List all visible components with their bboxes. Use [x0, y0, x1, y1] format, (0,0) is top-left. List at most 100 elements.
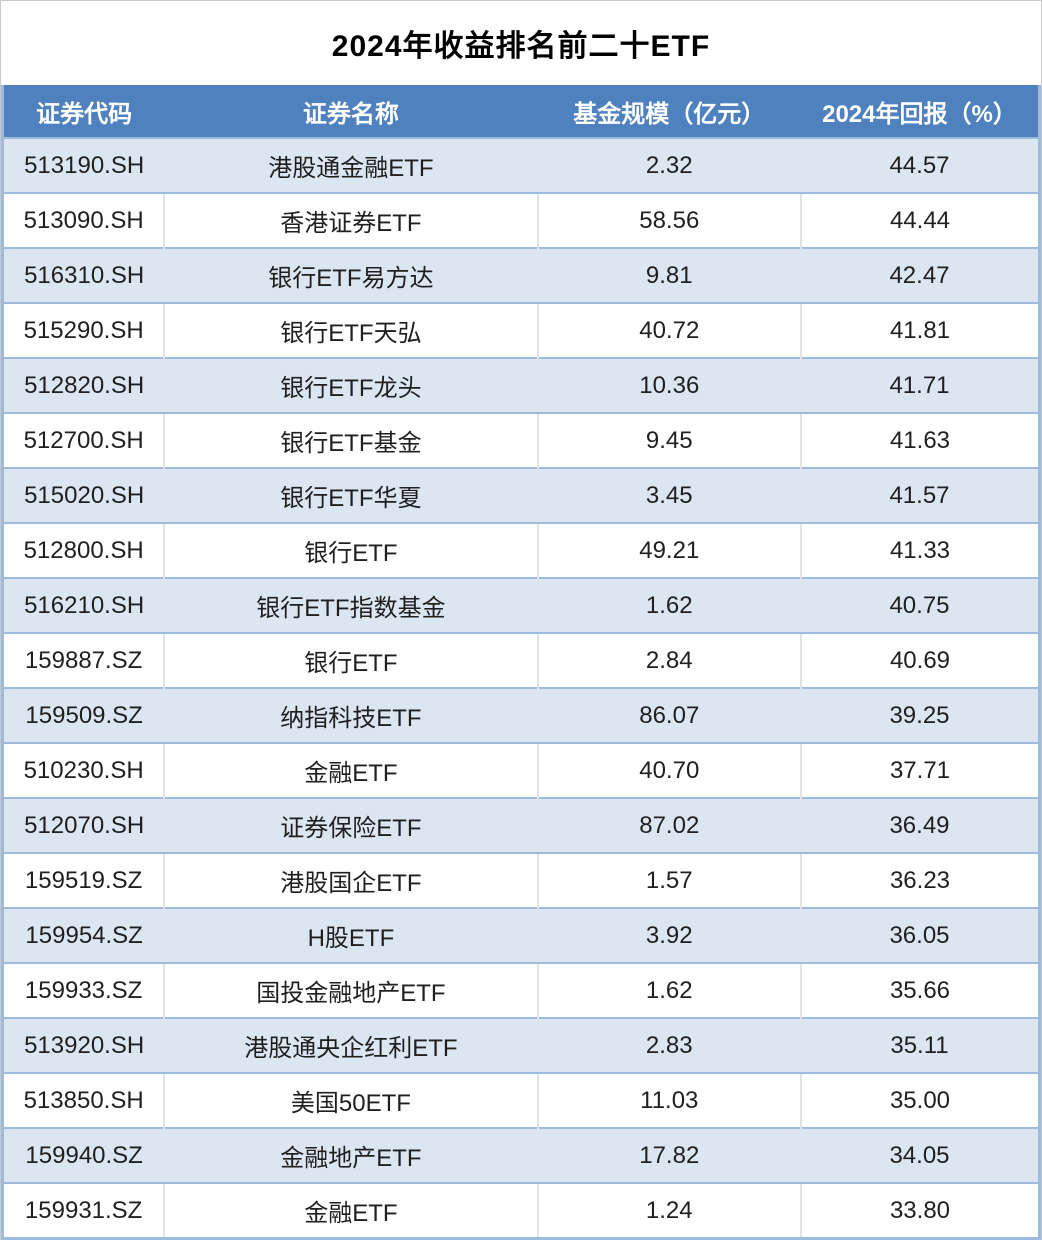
cell-scale: 87.02	[537, 797, 801, 853]
cell-code: 510230.SH	[2, 742, 165, 798]
cell-return: 36.49	[800, 797, 1040, 853]
table-row: 515020.SH 银行ETF华夏 3.45 41.57	[2, 467, 1040, 523]
table-header: 证券代码 证券名称 基金规模（亿元） 2024年回报（%）	[2, 85, 1040, 138]
cell-return: 33.80	[799, 1182, 1040, 1239]
cell-return: 41.71	[800, 357, 1040, 413]
cell-name: 美国50ETF	[163, 1072, 538, 1128]
cell-return: 35.66	[799, 962, 1040, 1018]
cell-name: 银行ETF	[163, 632, 538, 688]
table-row: 513920.SH 港股通央企红利ETF 2.83 35.11	[2, 1017, 1040, 1073]
cell-code: 159519.SZ	[2, 852, 165, 908]
cell-name: 银行ETF指数基金	[164, 577, 538, 633]
cell-code: 513850.SH	[2, 1072, 165, 1128]
table-row: 515290.SH 银行ETF天弘 40.72 41.81	[2, 302, 1040, 358]
cell-scale: 17.82	[537, 1127, 801, 1183]
table-row: 516210.SH 银行ETF指数基金 1.62 40.75	[2, 577, 1040, 633]
cell-return: 35.00	[799, 1072, 1040, 1128]
cell-return: 40.69	[799, 632, 1040, 688]
cell-name: 金融ETF	[163, 1182, 538, 1239]
header-row: 证券代码 证券名称 基金规模（亿元） 2024年回报（%）	[2, 85, 1040, 138]
cell-code: 512700.SH	[2, 412, 165, 468]
cell-scale: 3.45	[537, 467, 801, 523]
column-header-code: 证券代码	[2, 85, 165, 138]
table-row: 513190.SH 港股通金融ETF 2.32 44.57	[2, 137, 1040, 193]
cell-return: 40.75	[800, 577, 1040, 633]
cell-code: 159931.SZ	[2, 1182, 165, 1239]
column-header-name: 证券名称	[164, 85, 538, 138]
cell-name: 银行ETF基金	[163, 412, 538, 468]
table-row: 513090.SH 香港证券ETF 58.56 44.44	[2, 192, 1040, 248]
cell-scale: 11.03	[536, 1072, 801, 1128]
etf-ranking-table: 证券代码 证券名称 基金规模（亿元） 2024年回报（%） 513190.SH 港…	[1, 85, 1041, 1240]
table-row: 159931.SZ 金融ETF 1.24 33.80	[2, 1182, 1040, 1239]
column-header-return: 2024年回报（%）	[800, 85, 1040, 138]
cell-name: 港股通金融ETF	[164, 137, 538, 193]
cell-name: 银行ETF	[163, 522, 538, 578]
cell-name: 港股通央企红利ETF	[164, 1017, 538, 1073]
cell-scale: 40.70	[536, 742, 801, 798]
cell-code: 515020.SH	[2, 467, 165, 523]
cell-code: 513090.SH	[2, 192, 165, 248]
cell-return: 41.33	[799, 522, 1040, 578]
table-row: 512700.SH 银行ETF基金 9.45 41.63	[2, 412, 1040, 468]
cell-scale: 10.36	[537, 357, 801, 413]
column-header-scale: 基金规模（亿元）	[537, 85, 801, 138]
cell-return: 41.81	[799, 302, 1040, 358]
cell-code: 513190.SH	[2, 137, 165, 193]
cell-return: 41.63	[799, 412, 1040, 468]
cell-name: 银行ETF华夏	[164, 467, 538, 523]
cell-return: 36.23	[799, 852, 1040, 908]
cell-code: 515290.SH	[2, 302, 165, 358]
cell-name: 金融地产ETF	[164, 1127, 538, 1183]
cell-scale: 3.92	[537, 907, 801, 963]
cell-name: 金融ETF	[163, 742, 538, 798]
table-row: 513850.SH 美国50ETF 11.03 35.00	[2, 1072, 1040, 1128]
cell-name: 纳指科技ETF	[164, 687, 538, 743]
cell-name: 银行ETF龙头	[164, 357, 538, 413]
cell-code: 516210.SH	[2, 577, 165, 633]
cell-name: 香港证券ETF	[163, 192, 538, 248]
cell-code: 159954.SZ	[2, 907, 165, 963]
cell-return: 36.05	[800, 907, 1040, 963]
table-row: 159519.SZ 港股国企ETF 1.57 36.23	[2, 852, 1040, 908]
cell-return: 42.47	[800, 247, 1040, 303]
cell-scale: 9.45	[536, 412, 801, 468]
table-row: 512800.SH 银行ETF 49.21 41.33	[2, 522, 1040, 578]
table-row: 510230.SH 金融ETF 40.70 37.71	[2, 742, 1040, 798]
cell-scale: 86.07	[537, 687, 801, 743]
cell-name: 银行ETF易方达	[164, 247, 538, 303]
title-bar: 2024年收益排名前二十ETF	[1, 1, 1041, 85]
table-row: 159954.SZ H股ETF 3.92 36.05	[2, 907, 1040, 963]
cell-scale: 2.84	[536, 632, 801, 688]
cell-scale: 49.21	[536, 522, 801, 578]
cell-name: 国投金融地产ETF	[163, 962, 538, 1018]
cell-return: 41.57	[800, 467, 1040, 523]
table-body: 513190.SH 港股通金融ETF 2.32 44.57 513090.SH 香港证券E…	[2, 137, 1040, 1239]
cell-scale: 40.72	[536, 302, 801, 358]
cell-return: 35.11	[800, 1017, 1040, 1073]
cell-code: 512070.SH	[2, 797, 165, 853]
cell-scale: 1.24	[536, 1182, 801, 1239]
cell-code: 512800.SH	[2, 522, 165, 578]
table-row: 159940.SZ 金融地产ETF 17.82 34.05	[2, 1127, 1040, 1183]
cell-scale: 9.81	[537, 247, 801, 303]
cell-return: 44.44	[799, 192, 1040, 248]
cell-code: 159933.SZ	[2, 962, 165, 1018]
cell-code: 159509.SZ	[2, 687, 165, 743]
cell-code: 516310.SH	[2, 247, 165, 303]
cell-code: 159940.SZ	[2, 1127, 165, 1183]
cell-name: 银行ETF天弘	[163, 302, 538, 358]
table-row: 512820.SH 银行ETF龙头 10.36 41.71	[2, 357, 1040, 413]
cell-name: 港股国企ETF	[163, 852, 538, 908]
cell-code: 513920.SH	[2, 1017, 165, 1073]
cell-scale: 2.83	[537, 1017, 801, 1073]
table-row: 159509.SZ 纳指科技ETF 86.07 39.25	[2, 687, 1040, 743]
cell-code: 159887.SZ	[2, 632, 165, 688]
table-row: 159887.SZ 银行ETF 2.84 40.69	[2, 632, 1040, 688]
table-row: 512070.SH 证券保险ETF 87.02 36.49	[2, 797, 1040, 853]
cell-return: 44.57	[800, 137, 1040, 193]
cell-return: 39.25	[800, 687, 1040, 743]
table-row: 159933.SZ 国投金融地产ETF 1.62 35.66	[2, 962, 1040, 1018]
cell-scale: 2.32	[537, 137, 801, 193]
